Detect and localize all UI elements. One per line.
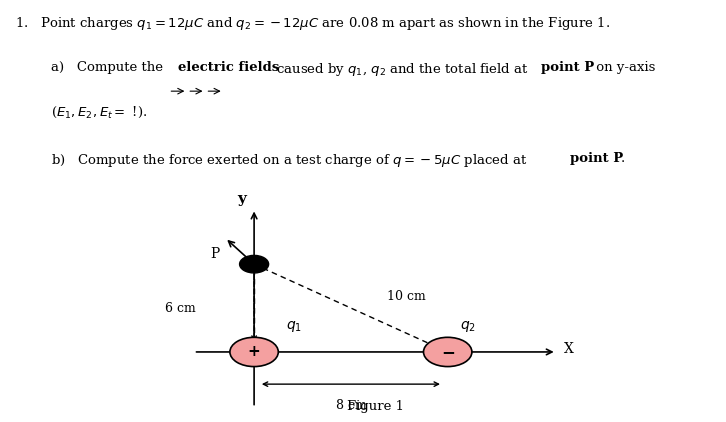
Text: 1.   Point charges $q_1 = 12\mu C$ and $q_2 = -12\mu C$ are 0.08 m apart as show: 1. Point charges $q_1 = 12\mu C$ and $q_…: [15, 15, 610, 32]
Text: $q_1$: $q_1$: [285, 319, 301, 334]
Text: on y-axis: on y-axis: [592, 61, 655, 74]
Text: P: P: [211, 247, 220, 261]
Text: 10 cm: 10 cm: [387, 290, 426, 303]
Circle shape: [423, 337, 472, 367]
Text: b)   Compute the force exerted on a test charge of $q = -5\mu C$ placed at: b) Compute the force exerted on a test c…: [51, 152, 527, 169]
Text: −: −: [441, 343, 454, 361]
Text: 6 cm: 6 cm: [166, 302, 196, 314]
Text: a)   Compute the: a) Compute the: [51, 61, 167, 74]
Text: .: .: [621, 152, 625, 165]
Text: ($E_1, E_2, E_t =$ !).: ($E_1, E_2, E_t =$ !).: [51, 104, 147, 120]
Text: 8 cm: 8 cm: [335, 399, 367, 412]
Text: electric fields: electric fields: [178, 61, 279, 74]
Circle shape: [240, 255, 269, 273]
Text: point P: point P: [570, 152, 623, 165]
Circle shape: [230, 337, 278, 367]
Text: Figure 1: Figure 1: [346, 400, 404, 414]
Text: X: X: [564, 342, 574, 356]
Text: y: y: [237, 192, 246, 206]
Text: $q_2$: $q_2$: [460, 319, 476, 334]
Text: caused by $q_1$, $q_2$ and the total field at: caused by $q_1$, $q_2$ and the total fie…: [272, 61, 529, 78]
Text: +: +: [248, 344, 261, 360]
Text: point P: point P: [541, 61, 594, 74]
